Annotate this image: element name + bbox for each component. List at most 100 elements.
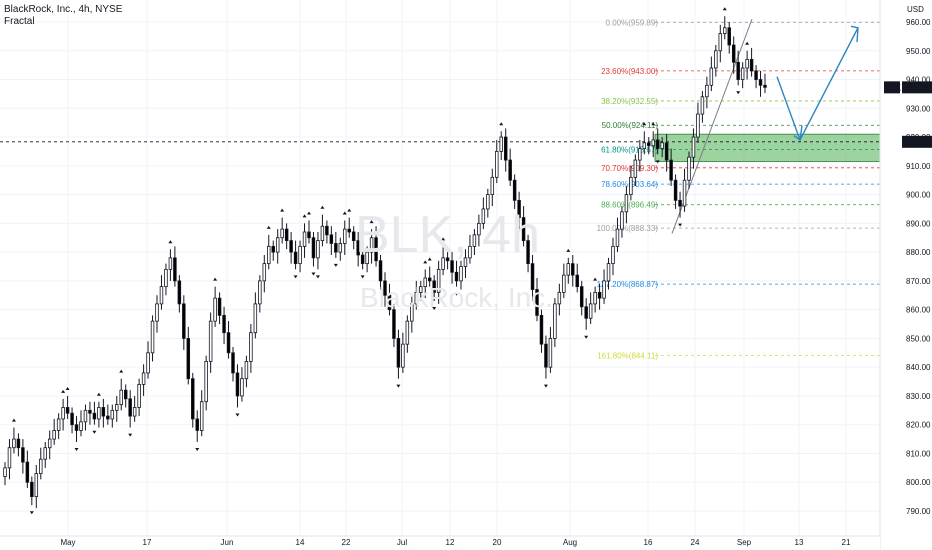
candle-down bbox=[289, 240, 293, 253]
candle-down bbox=[65, 407, 70, 414]
candle-up bbox=[141, 372, 146, 385]
fractal-down-marker bbox=[360, 275, 365, 279]
fractal-down-marker bbox=[454, 292, 459, 296]
fib-label: 127.20%(868.87) bbox=[597, 280, 659, 289]
candle-up bbox=[369, 237, 374, 253]
fib-label: 61.80%(915.67) bbox=[601, 146, 658, 155]
fractal-up-marker bbox=[369, 220, 374, 224]
candle-down bbox=[182, 303, 186, 339]
fractal-up-marker bbox=[302, 214, 307, 218]
candle-down bbox=[731, 44, 736, 63]
candle-up bbox=[495, 151, 499, 178]
candle-down bbox=[450, 260, 454, 273]
candle-up bbox=[316, 240, 320, 259]
candle-up bbox=[338, 243, 343, 253]
fractal-down-marker bbox=[584, 335, 589, 339]
candle-up bbox=[280, 228, 284, 239]
candle-down bbox=[584, 306, 588, 319]
fractal-up-marker bbox=[499, 122, 504, 126]
candle-up bbox=[615, 228, 620, 247]
candle-up bbox=[199, 401, 204, 431]
candle-down bbox=[673, 179, 678, 201]
candle-up bbox=[620, 211, 624, 230]
candle-down bbox=[329, 234, 334, 244]
candle-up bbox=[642, 142, 647, 149]
candle-down bbox=[21, 447, 25, 463]
candle-up bbox=[97, 407, 101, 420]
candle-up bbox=[419, 286, 423, 293]
time-tick-label: 21 bbox=[842, 538, 851, 547]
candle-down bbox=[763, 84, 767, 88]
fractal-down-marker bbox=[736, 91, 741, 95]
candle-up bbox=[61, 407, 65, 420]
last-price-value: 937.28 bbox=[904, 83, 929, 92]
candle-up bbox=[624, 194, 629, 213]
candle-up bbox=[275, 237, 280, 253]
candle-down bbox=[575, 274, 579, 288]
candle-up bbox=[298, 245, 302, 265]
candle-up bbox=[588, 303, 593, 319]
fractal-down-marker bbox=[655, 160, 660, 164]
candle-up bbox=[155, 303, 159, 322]
symbol-title: BlackRock, Inc., 4h, NYSE bbox=[4, 4, 123, 15]
candle-up bbox=[548, 338, 553, 368]
fractal-up-marker bbox=[427, 257, 432, 261]
line-price-value: 918.35 bbox=[904, 138, 929, 147]
fractal-down-marker bbox=[235, 413, 240, 417]
candle-up bbox=[718, 33, 723, 52]
candle-up bbox=[611, 245, 615, 265]
candle-down bbox=[749, 58, 754, 72]
fractal-up-marker bbox=[96, 392, 101, 396]
candle-up bbox=[52, 430, 56, 440]
fractal-up-marker bbox=[280, 208, 285, 212]
price-tick-label: 860.00 bbox=[906, 306, 931, 315]
price-tick-label: 960.00 bbox=[906, 18, 931, 27]
candle-down bbox=[101, 407, 106, 417]
time-tick-label: 13 bbox=[795, 538, 804, 547]
fib-label: 161.80%(844.11) bbox=[597, 351, 658, 360]
candle-down bbox=[351, 231, 356, 242]
candle-up bbox=[562, 274, 566, 293]
candle-up bbox=[682, 179, 687, 207]
time-tick-label: Jun bbox=[221, 538, 234, 547]
candle-up bbox=[486, 194, 490, 210]
candle-down bbox=[191, 378, 195, 420]
candle-up bbox=[208, 320, 213, 362]
candle-down bbox=[123, 389, 128, 400]
candle-down bbox=[325, 225, 329, 236]
candle-down bbox=[378, 260, 383, 282]
candle-down bbox=[177, 280, 182, 305]
candle-down bbox=[579, 286, 584, 308]
projection-arrowhead bbox=[850, 25, 859, 43]
candle-up bbox=[146, 352, 150, 374]
candle-down bbox=[517, 199, 521, 218]
price-tick-label: 850.00 bbox=[906, 334, 931, 343]
candle-down bbox=[544, 343, 548, 368]
candle-up bbox=[365, 251, 369, 265]
fractal-down-marker bbox=[333, 263, 338, 267]
candle-up bbox=[423, 277, 427, 288]
time-tick-label: 17 bbox=[143, 538, 152, 547]
fib-label: 70.70%(909.30) bbox=[601, 164, 658, 173]
symbol-tag bbox=[884, 81, 900, 94]
time-tick-label: 14 bbox=[296, 538, 305, 547]
fractal-down-marker bbox=[432, 307, 437, 311]
fractal-up-marker bbox=[347, 208, 352, 212]
candle-down bbox=[92, 412, 97, 420]
candle-down bbox=[307, 231, 311, 239]
price-tick-label: 940.00 bbox=[906, 76, 931, 85]
candle-down bbox=[387, 294, 392, 311]
fractal-up-marker bbox=[722, 7, 727, 11]
price-tick-label: 790.00 bbox=[906, 507, 931, 516]
candle-up bbox=[557, 291, 562, 305]
symbol-tag-text: BLK bbox=[886, 83, 902, 92]
fractal-down-marker bbox=[92, 430, 97, 434]
candle-up bbox=[468, 245, 472, 259]
candle-up bbox=[477, 222, 481, 236]
candle-up bbox=[472, 234, 477, 247]
candle-down bbox=[88, 409, 92, 414]
fractal-down-marker bbox=[396, 384, 401, 388]
candle-up bbox=[204, 361, 208, 403]
candle-up bbox=[499, 136, 503, 152]
